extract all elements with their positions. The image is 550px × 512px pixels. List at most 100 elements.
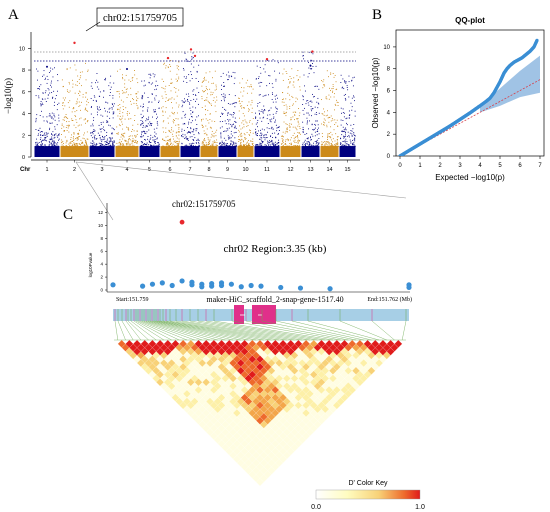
manhattan-point: [222, 95, 224, 97]
manhattan-point: [183, 76, 185, 78]
manhattan-point: [129, 146, 131, 148]
manhattan-point: [261, 137, 263, 139]
manhattan-point: [183, 102, 185, 104]
manhattan-point: [62, 104, 64, 106]
manhattan-point: [350, 102, 352, 104]
manhattan-point: [137, 106, 139, 108]
manhattan-point: [177, 143, 179, 145]
manhattan-point: [206, 128, 208, 130]
manhattan-point: [75, 103, 77, 105]
manhattan-point: [206, 89, 208, 91]
manhattan-point: [134, 74, 136, 76]
manhattan-point: [197, 103, 199, 105]
manhattan-point: [322, 113, 324, 115]
manhattan-point: [61, 123, 63, 125]
manhattan-point: [67, 127, 69, 129]
manhattan-point: [228, 76, 230, 78]
manhattan-point: [197, 139, 199, 141]
manhattan-point: [182, 111, 184, 113]
manhattan-point: [66, 139, 68, 141]
manhattan-point: [123, 109, 124, 110]
manhattan-point: [118, 142, 120, 144]
manhattan-point: [101, 144, 103, 146]
manhattan-point: [336, 139, 338, 141]
manhattan-point: [177, 131, 179, 133]
manhattan-point: [75, 69, 77, 71]
manhattan-point: [129, 135, 131, 137]
manhattan-point: [331, 144, 333, 146]
manhattan-point: [225, 123, 227, 125]
manhattan-point: [228, 145, 230, 147]
manhattan-point: [148, 129, 150, 131]
manhattan-point: [117, 132, 119, 134]
manhattan-point: [303, 74, 305, 76]
manhattan-point: [111, 103, 113, 105]
manhattan-point: [113, 129, 115, 131]
manhattan-point: [178, 142, 180, 144]
manhattan-point: [240, 146, 242, 147]
manhattan-point: [221, 126, 223, 128]
manhattan-significant-point: [193, 54, 197, 58]
manhattan-point: [91, 106, 92, 108]
manhattan-point: [167, 100, 169, 101]
manhattan-point: [307, 76, 309, 78]
manhattan-point: [36, 146, 38, 148]
manhattan-point: [326, 146, 328, 147]
manhattan-point: [65, 114, 67, 116]
manhattan-point: [317, 139, 319, 141]
manhattan-point: [307, 141, 309, 143]
manhattan-point: [272, 113, 274, 115]
manhattan-point: [40, 141, 42, 143]
manhattan-point: [284, 132, 286, 134]
manhattan-point: [174, 119, 175, 121]
manhattan-point: [37, 88, 39, 90]
manhattan-point: [103, 137, 105, 138]
manhattan-point: [144, 144, 146, 146]
manhattan-point: [321, 146, 322, 147]
manhattan-point: [354, 138, 356, 140]
manhattan-point: [289, 76, 291, 77]
manhattan-point: [313, 146, 315, 148]
manhattan-point: [281, 99, 283, 100]
manhattan-point: [259, 67, 261, 68]
manhattan-point: [203, 139, 205, 141]
manhattan-point: [201, 124, 203, 126]
manhattan-point: [57, 142, 59, 144]
manhattan-point: [169, 145, 170, 147]
manhattan-point: [285, 104, 287, 106]
manhattan-point: [292, 134, 294, 136]
manhattan-point: [214, 101, 216, 103]
manhattan-point: [299, 76, 301, 78]
manhattan-point: [44, 132, 45, 134]
manhattan-point: [335, 81, 337, 83]
manhattan-point: [85, 141, 87, 143]
manhattan-point: [93, 119, 94, 121]
manhattan-point: [332, 86, 334, 88]
manhattan-point: [111, 145, 113, 146]
manhattan-point: [311, 124, 313, 126]
manhattan-point: [216, 96, 218, 98]
manhattan-point: [38, 95, 40, 97]
manhattan-point: [243, 115, 245, 117]
manhattan-point: [289, 99, 291, 101]
manhattan-point: [173, 119, 175, 121]
manhattan-point: [95, 82, 96, 84]
manhattan-point: [135, 141, 137, 143]
manhattan-point: [94, 130, 96, 132]
manhattan-point: [130, 118, 132, 120]
manhattan-point: [336, 99, 337, 101]
manhattan-point: [304, 85, 305, 87]
manhattan-point: [202, 141, 204, 143]
manhattan-point: [227, 79, 229, 81]
manhattan-point: [223, 93, 225, 95]
manhattan-point: [294, 114, 296, 116]
manhattan-point: [282, 140, 284, 142]
manhattan-point: [81, 146, 83, 147]
manhattan-point: [343, 140, 345, 142]
snp-ld-connector: [147, 320, 218, 341]
manhattan-point: [154, 131, 156, 133]
manhattan-point: [201, 120, 202, 122]
manhattan-point: [354, 140, 356, 142]
manhattan-point: [285, 98, 287, 100]
